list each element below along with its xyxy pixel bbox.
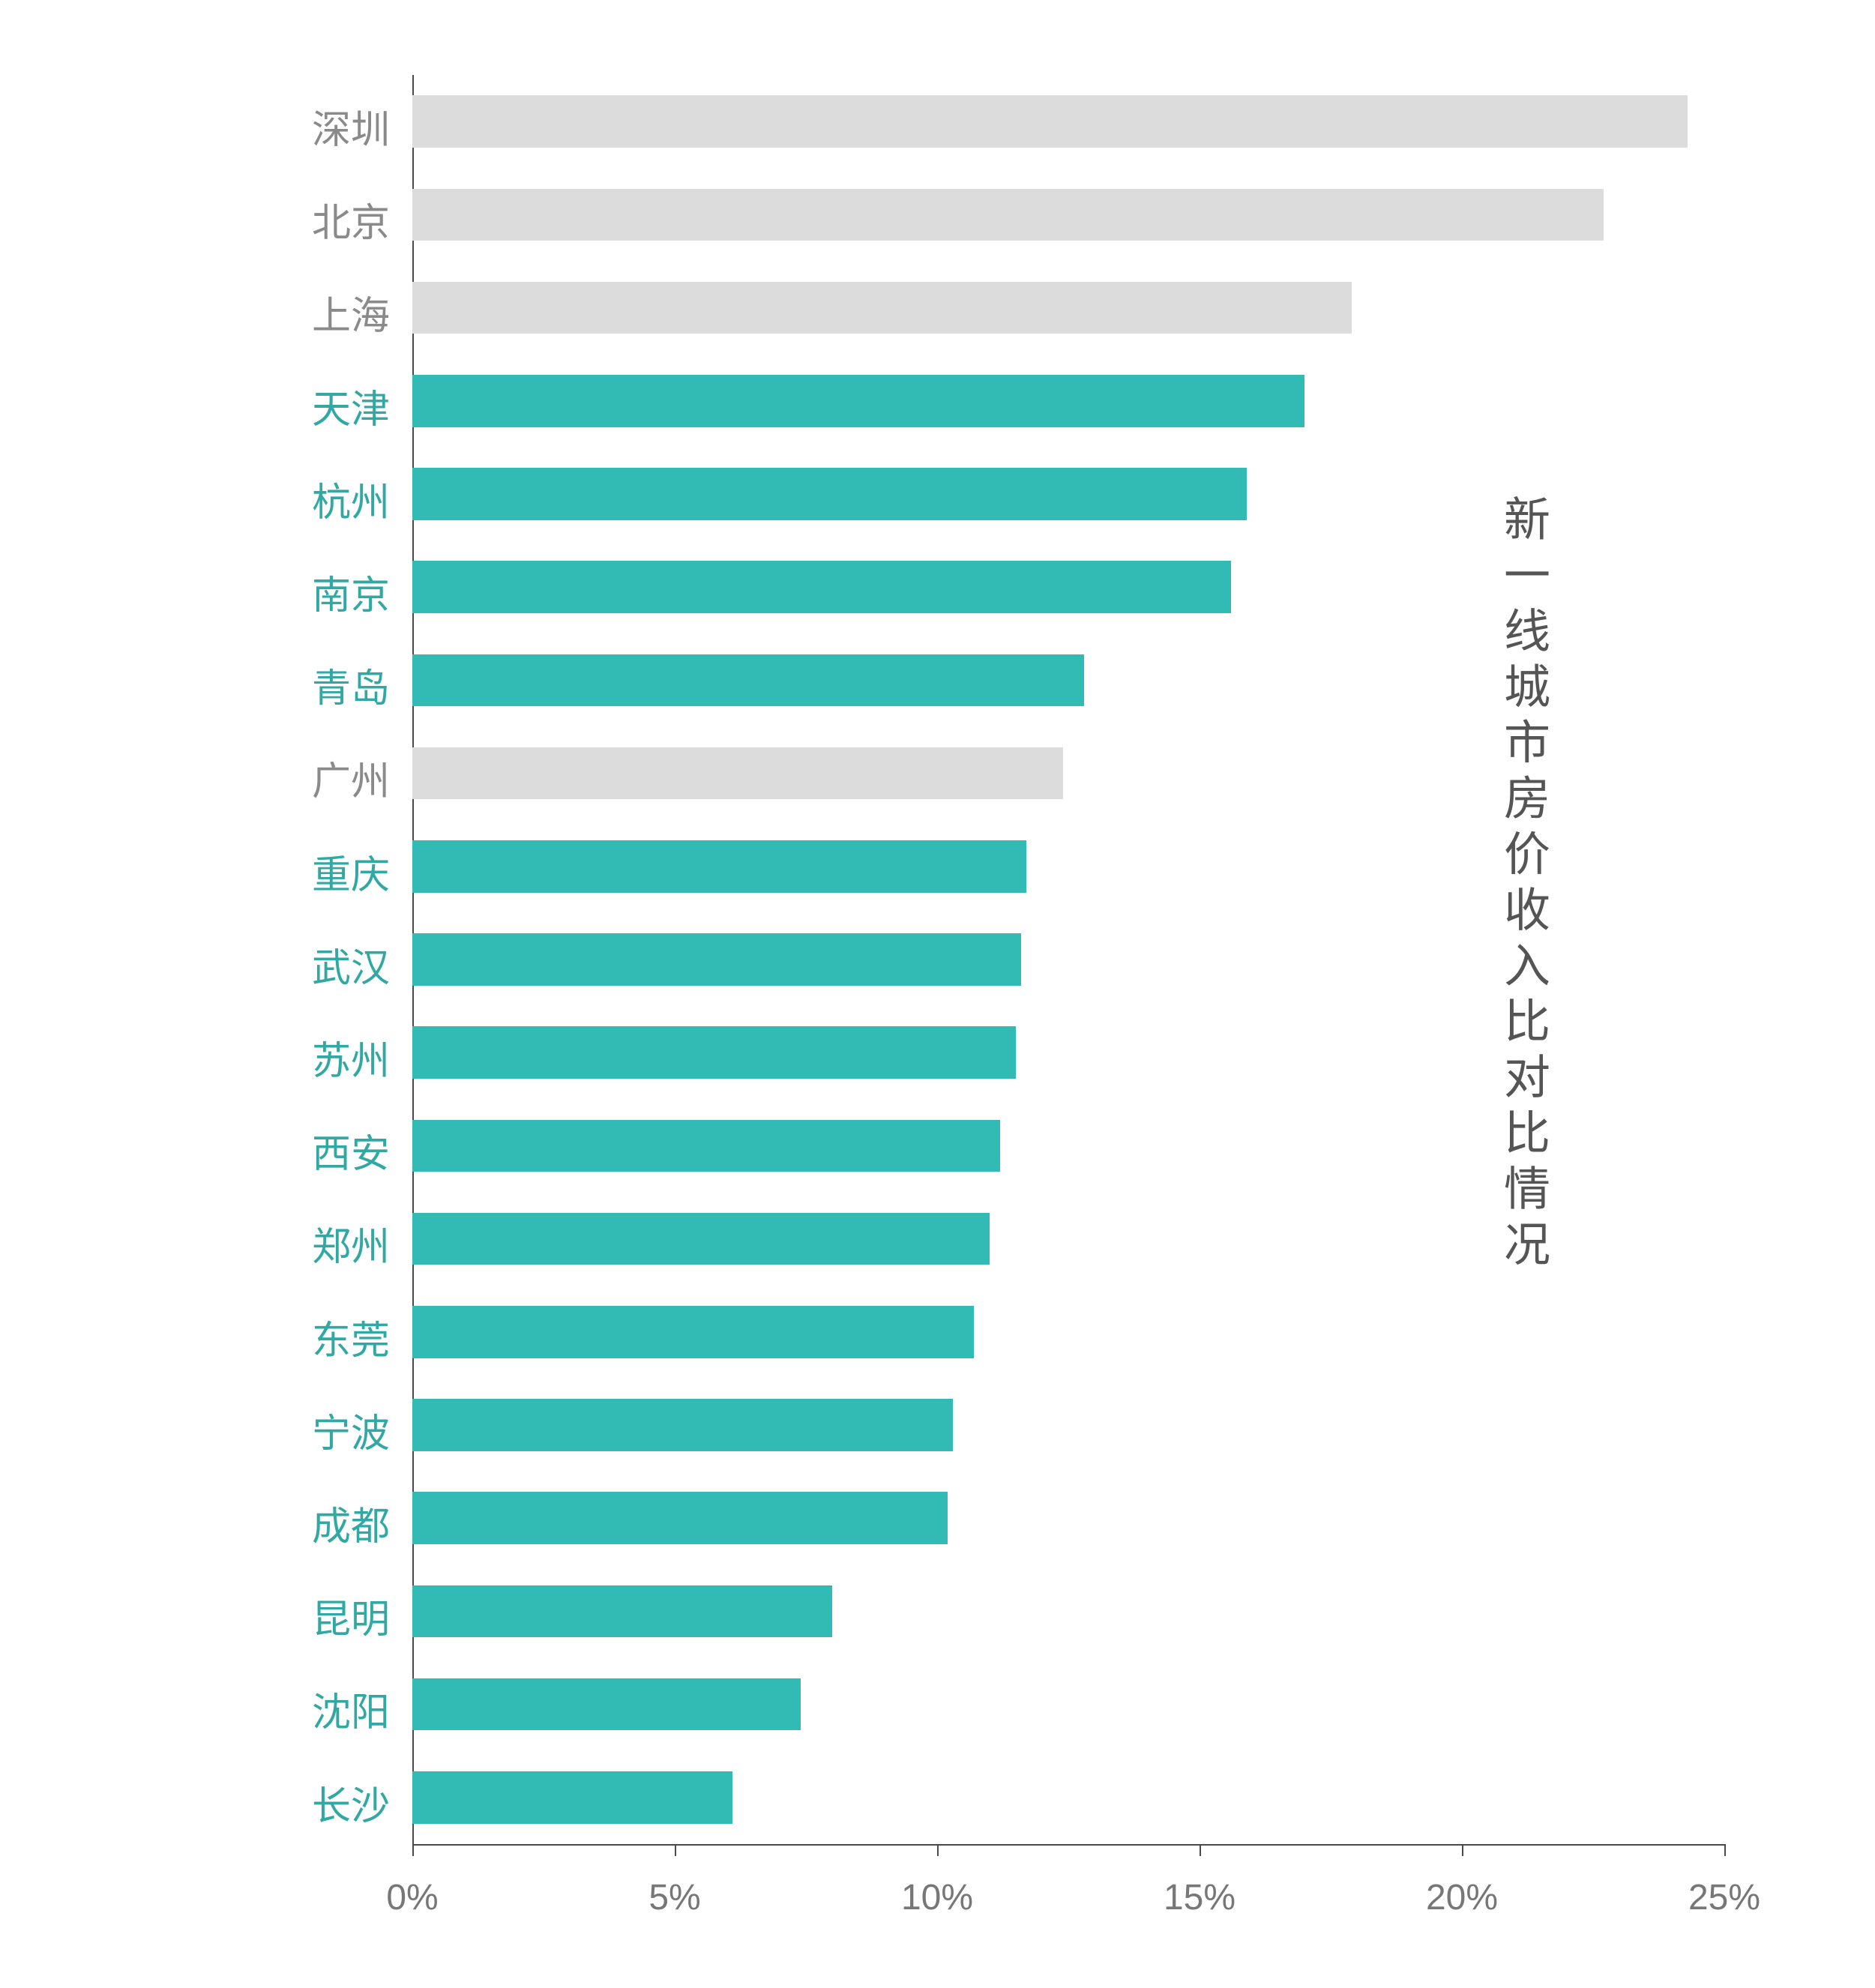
y-axis-category-label: 天津 [312,378,390,434]
chart-side-title: 新一线城市房价收入比对比情况 [1488,495,1556,1276]
y-axis-category-label: 上海 [312,284,390,340]
y-axis-category-label: 昆明 [312,1588,390,1644]
y-axis-category-label: 宁波 [312,1402,390,1458]
y-axis-category-label: 重庆 [312,843,390,900]
y-axis-category-label: 西安 [312,1122,390,1178]
bar [412,1678,801,1731]
x-axis-tick-label: 20% [1426,1877,1498,1918]
x-axis-tick [1200,1844,1201,1856]
x-axis-tick-label: 10% [901,1877,973,1918]
x-axis-tick-label: 25% [1688,1877,1760,1918]
bar [412,747,1063,800]
bar [412,561,1231,613]
y-axis-category-label: 广州 [312,750,390,806]
bar [412,95,1688,148]
x-axis-line [412,1844,1724,1846]
y-axis-category-label: 东莞 [312,1309,390,1365]
y-axis-category-label: 沈阳 [312,1681,390,1737]
y-axis-category-label: 青岛 [312,657,390,713]
x-axis-tick [412,1844,414,1856]
bar [412,933,1021,986]
y-axis-category-label: 长沙 [312,1774,390,1831]
y-axis-category-label: 郑州 [312,1215,390,1271]
bar [412,282,1352,334]
plot-area: 深圳北京上海天津杭州南京青岛广州重庆武汉苏州西安郑州东莞宁波成都昆明沈阳长沙0%… [412,75,1724,1844]
bar [412,189,1604,241]
x-axis-tick-label: 5% [648,1877,700,1918]
x-axis-tick [1724,1844,1726,1856]
x-axis-tick [675,1844,676,1856]
y-axis-category-label: 杭州 [312,471,390,527]
x-axis-tick-label: 0% [386,1877,438,1918]
bar [412,1120,1000,1172]
x-axis-tick-label: 15% [1164,1877,1236,1918]
bar [412,1306,974,1358]
bar [412,1026,1016,1079]
y-axis-category-label: 武汉 [312,936,390,993]
bar [412,1585,832,1638]
bar [412,468,1247,520]
bar [412,1771,732,1824]
bar [412,654,1084,707]
y-axis-category-label: 成都 [312,1495,390,1551]
bar [412,1213,990,1265]
chart-canvas: 深圳北京上海天津杭州南京青岛广州重庆武汉苏州西安郑州东莞宁波成都昆明沈阳长沙 0%… [0,0,1875,1988]
y-axis-category-label: 苏州 [312,1029,390,1085]
y-axis-category-label: 南京 [312,564,390,620]
bar [412,1492,948,1544]
y-axis-category-label: 深圳 [312,98,390,154]
x-axis-tick [1462,1844,1463,1856]
bar [412,1399,953,1451]
bar [412,840,1026,893]
bar [412,375,1304,427]
x-axis-tick [937,1844,939,1856]
y-axis-category-label: 北京 [312,191,390,247]
